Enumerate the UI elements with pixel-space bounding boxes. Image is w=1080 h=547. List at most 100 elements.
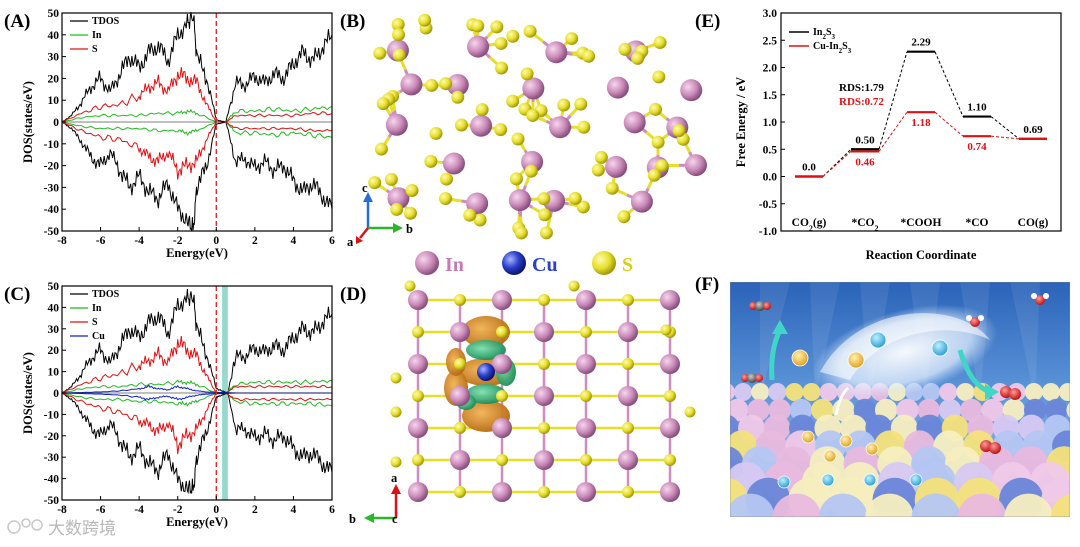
surface-atom: [911, 493, 961, 517]
s-atom: [526, 108, 540, 122]
in-atom: [467, 35, 490, 58]
carbon-atom: [747, 373, 757, 383]
s-atom: [454, 422, 466, 434]
in-atom: [623, 111, 646, 134]
y-tick-label: 0: [53, 388, 59, 400]
in-atom: [606, 76, 629, 99]
s-atom: [660, 324, 672, 336]
s-atom: [538, 208, 552, 222]
legend-label-tdos: TDOS: [92, 16, 120, 27]
s-atom: [509, 172, 523, 186]
s-atom: [495, 61, 509, 75]
s-atom-icon: [592, 251, 616, 275]
axis-b-label: b: [406, 222, 413, 236]
surface-atom: [730, 493, 775, 517]
in-atom: [618, 450, 638, 470]
y-tick-label: 2.0: [763, 63, 778, 75]
hole-particle: [909, 473, 923, 487]
panel-label-d: (D): [340, 284, 366, 305]
s-atom: [618, 42, 632, 56]
panel-label-e: (E): [695, 11, 720, 32]
s-atom: [664, 454, 676, 466]
series-line-s: [61, 392, 333, 455]
hydrogen-atom: [1043, 293, 1049, 299]
in-atom: [408, 418, 428, 438]
x-axis-label: Reaction Coordinate: [866, 248, 977, 262]
electron-particle: [865, 442, 879, 456]
s-atom: [539, 226, 553, 240]
value-label-0-1: 0.50: [855, 134, 875, 146]
s-atom: [591, 163, 605, 177]
s-atom: [647, 168, 661, 182]
axis-c-label: c: [362, 181, 368, 195]
y-tick-label: 1.5: [763, 90, 778, 102]
in-atom: [408, 290, 428, 310]
s-atom: [622, 294, 634, 306]
x-tick-label: -8: [57, 504, 67, 516]
surface-atom: [785, 383, 804, 401]
y-tick-label: -1.0: [759, 226, 777, 238]
s-atom: [580, 390, 592, 402]
s-atom: [496, 326, 508, 338]
x-tick-label: -4: [134, 235, 144, 247]
y-tick-label: 30: [48, 324, 60, 336]
s-atom: [574, 97, 588, 111]
energy-connector-0-3: [990, 116, 1020, 140]
surface-atom: [730, 398, 749, 422]
s-atom: [672, 124, 686, 138]
oxygen-atom: [741, 374, 749, 382]
watermark-logo-icon: [7, 520, 21, 534]
energy-connector-1-0: [822, 151, 852, 177]
in-atom: [450, 386, 470, 406]
s-atom: [594, 150, 608, 164]
s-atom: [384, 172, 398, 186]
y-tick-label: -50: [44, 495, 60, 507]
surface-atom: [818, 493, 868, 517]
in-atom-icon: [415, 251, 439, 275]
s-atom: [577, 120, 591, 134]
s-atom: [463, 208, 477, 222]
s-atom: [617, 210, 631, 224]
hole-particle: [863, 473, 877, 487]
surface-atom: [1024, 383, 1043, 401]
photocatalysis-illustration-f: [730, 282, 1070, 517]
s-atom: [390, 202, 404, 216]
axis-a-label: a: [347, 235, 354, 249]
in-atom: [576, 290, 596, 310]
energy-connector-1-2: [934, 111, 964, 137]
in-atom: [446, 73, 469, 96]
y-tick-label: 2.5: [763, 35, 778, 47]
s-atom: [568, 191, 582, 205]
oxygen-atom: [755, 374, 763, 382]
surface-atom: [957, 493, 1007, 517]
axis-c-label-d: c: [392, 512, 398, 526]
dos-chart-c: -8 -6 -4 -2 0 2 4 650403020100-10-20-30-40-50En…: [21, 281, 335, 529]
in-atom: [534, 322, 554, 342]
y-tick-label: -30: [44, 182, 60, 194]
y-tick-label: -0.5: [759, 199, 777, 211]
s-atom: [652, 70, 666, 84]
in-atom: [545, 41, 568, 64]
s-atom: [523, 24, 537, 38]
s-atom: [537, 192, 551, 206]
in-atom: [618, 322, 638, 342]
surface-atom: [1050, 494, 1070, 517]
surface-atom: [730, 383, 735, 401]
in-atom: [470, 114, 493, 137]
surface-atom: [956, 383, 975, 401]
s-atom: [506, 29, 520, 43]
in-atom: [442, 152, 465, 175]
charge-depletion-lobe: [466, 340, 506, 360]
oxygen-atom: [1035, 295, 1045, 305]
in-atom: [450, 322, 470, 342]
in-atom: [450, 450, 470, 470]
x-tick-label: 6: [329, 235, 335, 247]
s-atom: [475, 103, 489, 117]
electron-particle: [823, 449, 837, 463]
oxygen-atom: [749, 302, 757, 310]
s-atom: [403, 206, 417, 220]
series-line-tdos: [61, 121, 333, 232]
energy-connector-1-1: [878, 111, 908, 152]
surface-atom: [772, 493, 822, 517]
y-tick-label: 20: [48, 345, 60, 357]
